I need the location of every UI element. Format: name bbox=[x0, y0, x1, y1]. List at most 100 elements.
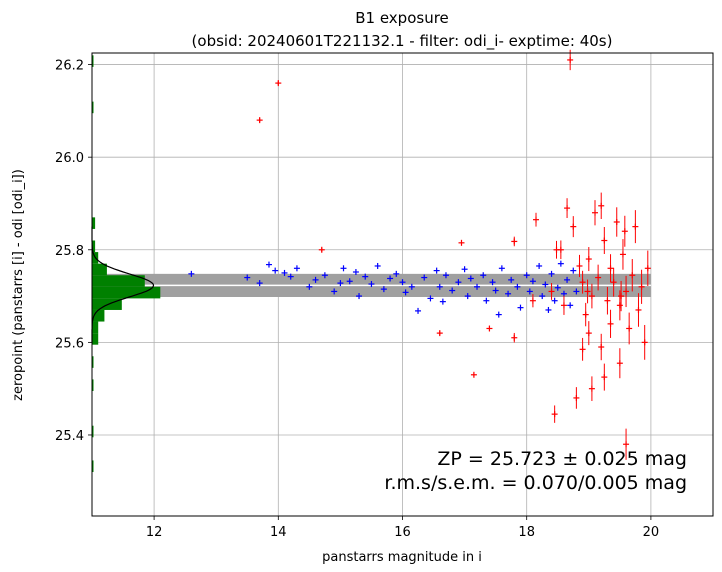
chart-title: B1 exposure bbox=[355, 9, 449, 27]
y-axis-label: zeropoint (panstarrs [i] - odi [odi_i]) bbox=[11, 169, 26, 401]
accepted-point bbox=[554, 284, 561, 291]
y-tick-label: 25.8 bbox=[55, 244, 84, 259]
rejected-point bbox=[588, 283, 595, 309]
accepted-point bbox=[393, 270, 400, 277]
accepted-point bbox=[539, 293, 546, 300]
accepted-point bbox=[427, 295, 434, 302]
accepted-point bbox=[374, 262, 381, 269]
rejected-point bbox=[632, 210, 639, 244]
rejected-point bbox=[592, 200, 599, 226]
rejected-point bbox=[560, 295, 567, 315]
accepted-point bbox=[306, 283, 313, 290]
rejected-point bbox=[588, 376, 595, 401]
rejected-point bbox=[616, 290, 623, 321]
accepted-point bbox=[293, 265, 300, 272]
rejected-point bbox=[570, 216, 577, 238]
accepted-point bbox=[399, 279, 406, 286]
rejected-point bbox=[604, 286, 611, 315]
histogram bbox=[91, 55, 161, 473]
rejected-point bbox=[607, 309, 614, 338]
rejected-point bbox=[621, 215, 628, 247]
rejected-point bbox=[275, 80, 282, 87]
rejected-point bbox=[635, 293, 642, 327]
histogram-bar bbox=[92, 217, 96, 229]
accepted-point bbox=[517, 304, 524, 311]
accepted-point bbox=[340, 265, 347, 272]
rejected-point bbox=[436, 330, 443, 337]
accepted-point bbox=[256, 280, 263, 287]
histogram-bar bbox=[92, 263, 107, 276]
accepted-point bbox=[542, 281, 549, 288]
histogram-bar bbox=[92, 425, 94, 438]
rejected-point bbox=[598, 192, 605, 219]
x-tick-label: 12 bbox=[146, 525, 163, 540]
rejected-point bbox=[618, 280, 625, 312]
rejected-point bbox=[511, 332, 518, 343]
y-tick-label: 25.6 bbox=[55, 336, 84, 351]
accepted-point bbox=[321, 272, 328, 279]
accepted-point bbox=[495, 311, 502, 318]
accepted-point bbox=[557, 260, 564, 267]
x-tick-label: 14 bbox=[270, 525, 287, 540]
accepted-point bbox=[492, 287, 499, 294]
accepted-point bbox=[573, 288, 580, 295]
rejected-point bbox=[616, 348, 623, 379]
accepted-point bbox=[567, 302, 574, 309]
rejected-point bbox=[638, 269, 645, 304]
accepted-point bbox=[368, 281, 375, 288]
accepted-point bbox=[529, 278, 536, 285]
accepted-point bbox=[508, 276, 515, 283]
accepted-point bbox=[505, 290, 512, 297]
histogram-bar bbox=[92, 55, 94, 67]
accepted-point bbox=[545, 306, 552, 313]
rejected-point bbox=[644, 250, 651, 286]
accepted-point bbox=[312, 276, 319, 283]
rejected-point bbox=[629, 259, 636, 292]
accepted-point bbox=[415, 307, 422, 314]
accepted-point bbox=[272, 267, 279, 274]
accepted-point bbox=[474, 283, 481, 290]
rms-annotation: r.m.s/s.e.m. = 0.070/0.005 mag bbox=[384, 472, 687, 494]
histogram-bar bbox=[92, 333, 99, 345]
accepted-point bbox=[489, 279, 496, 286]
accepted-point bbox=[467, 275, 474, 282]
histogram-bar bbox=[92, 240, 96, 253]
accepted-point bbox=[570, 267, 577, 274]
accepted-point bbox=[442, 272, 449, 279]
rejected-point bbox=[626, 312, 633, 345]
rejected-point bbox=[318, 246, 325, 253]
histogram-bar bbox=[92, 275, 145, 287]
rejected-point bbox=[607, 254, 614, 283]
x-axis-label: panstarrs magnitude in i bbox=[322, 550, 482, 565]
accepted-point bbox=[356, 293, 363, 300]
rejected-point bbox=[584, 279, 591, 304]
accepted-point bbox=[564, 276, 571, 283]
rejected-point bbox=[486, 325, 493, 332]
y-tick-label: 26.2 bbox=[55, 59, 84, 74]
rejected-point bbox=[641, 324, 648, 360]
histogram-bar bbox=[92, 460, 94, 473]
accepted-point bbox=[281, 269, 288, 276]
y-tick-label: 25.4 bbox=[55, 429, 84, 444]
accepted-point bbox=[362, 273, 369, 280]
axis-ticks: 12 14 16 18 20 25.4 25.6 25.8 26.0 26.2 bbox=[55, 59, 659, 540]
rejected-point bbox=[548, 283, 555, 300]
accepted-point bbox=[480, 272, 487, 279]
histogram-bar bbox=[92, 298, 122, 310]
rejected-point bbox=[585, 247, 592, 272]
accepted-point bbox=[498, 265, 505, 272]
accepted-point bbox=[523, 272, 530, 279]
accepted-point bbox=[461, 266, 468, 273]
rejected-point bbox=[619, 239, 626, 270]
accepted-point bbox=[408, 283, 415, 290]
chart-subtitle: (obsid: 20240601T221132.1 - filter: odi_… bbox=[192, 32, 613, 51]
data-points bbox=[188, 49, 651, 460]
rejected-point bbox=[551, 405, 558, 423]
rejected-point bbox=[595, 264, 602, 291]
rejected-point bbox=[458, 239, 465, 246]
accepted-point bbox=[536, 262, 543, 269]
y-tick-label: 26.0 bbox=[55, 151, 84, 166]
histogram-bar bbox=[92, 101, 94, 114]
x-tick-label: 16 bbox=[394, 525, 411, 540]
